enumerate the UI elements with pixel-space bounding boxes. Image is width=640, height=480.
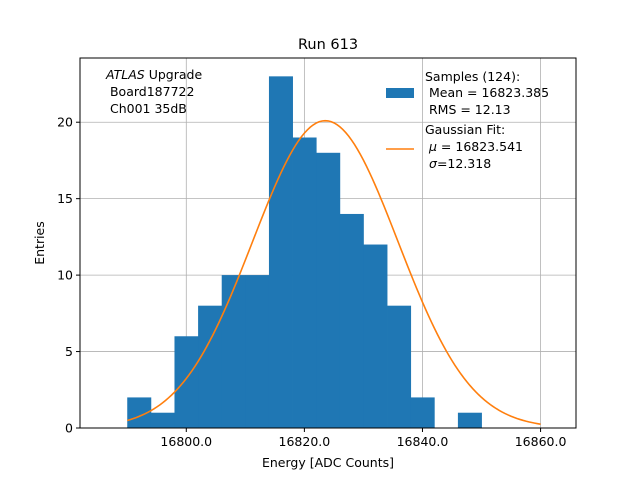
histogram-bar [150,412,175,428]
sigma-value: =12.318 [437,156,491,171]
mu-symbol: μ [428,139,437,154]
upgrade-label: Upgrade [145,67,203,82]
x-tick-label: 16820.0 [279,434,331,449]
x-tick-label: 16860.0 [515,434,567,449]
histogram-bar [387,305,412,428]
y-tick-label: 20 [57,115,73,130]
y-tick-label: 15 [57,191,73,206]
y-axis-ticks: 0 5 10 15 20 [57,115,80,436]
x-tick-label: 16800.0 [160,434,212,449]
histogram-bar [410,397,435,428]
legend-fit-sigma: σ=12.318 [429,156,491,171]
legend-samples-rms: RMS = 12.13 [425,102,511,117]
histogram-bar [174,336,199,428]
histogram-bar [221,275,246,428]
legend-samples-mean: Mean = 16823.385 [425,85,549,100]
histogram-bar [198,305,223,428]
y-tick-label: 0 [65,421,73,436]
legend-fit-title: Gaussian Fit: [425,122,505,137]
x-tick-label: 16840.0 [397,434,449,449]
legend-samples-title: Samples (124): [425,69,520,84]
sigma-symbol: σ [429,156,438,171]
y-tick-label: 10 [57,268,73,283]
gaussian-fit-curve [127,119,541,425]
mu-value: = 16823.541 [437,139,523,154]
x-axis-label: Energy [ADC Counts] [262,455,394,470]
histogram-bar [292,137,317,428]
legend: Samples (124): Mean = 16823.385 RMS = 12… [386,69,549,171]
histogram-bar [268,76,293,428]
histogram-bar [339,213,364,428]
histogram-bar [363,244,388,428]
legend-samples-swatch [386,88,414,98]
x-axis-ticks: 16800.0 16820.0 16840.0 16860.0 [160,428,566,449]
y-axis-label: Entries [32,221,47,265]
y-tick-label: 5 [65,344,73,359]
atlas-annotation-line1: ATLAS Upgrade [105,67,202,82]
atlas-label: ATLAS [105,67,145,82]
plot-frame [79,57,577,429]
histogram-bar [457,412,482,428]
histogram-bar [316,152,341,428]
histogram-bars [127,76,482,428]
board-annotation: Board187722 [106,84,194,99]
histogram-bar [245,275,270,428]
legend-fit-mu: μ = 16823.541 [428,139,523,154]
chart-title: Run 613 [298,37,358,53]
channel-annotation: Ch001 35dB [106,101,187,116]
